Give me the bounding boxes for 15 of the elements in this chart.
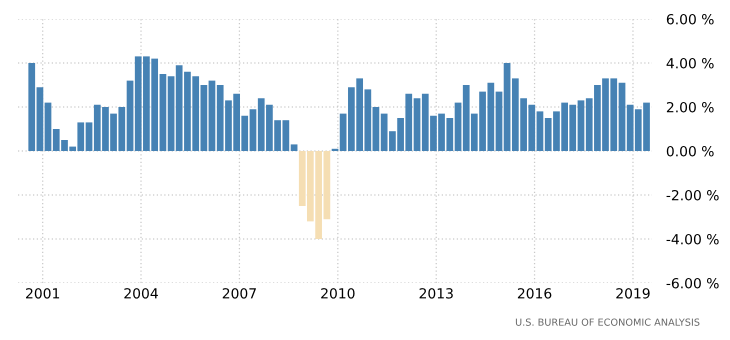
y-tick-label: -6.00 % [666,278,719,288]
x-tick-label: 2019 [616,288,650,299]
x-tick-label: 2007 [222,288,256,299]
text: U.S. BUREAU OF ECONOMIC ANALYSIS [516,318,700,326]
y-tick-label: 6.00 % [666,14,714,24]
y-tick-label: 2.00 % [666,102,714,112]
y-tick-label: -2.00 % [666,190,719,200]
x-tick-label: 2013 [420,288,453,299]
x-tick-label: 2010 [321,288,355,299]
y-tick-label: 0.00 % [666,146,714,156]
y-tick-label: 4.00 % [666,58,714,68]
x-tick-label: 2016 [518,288,552,299]
x-tick-label: 2001 [26,288,60,299]
x-tick-label: 2004 [124,288,158,299]
y-tick-label: -4.00 % [666,234,719,244]
